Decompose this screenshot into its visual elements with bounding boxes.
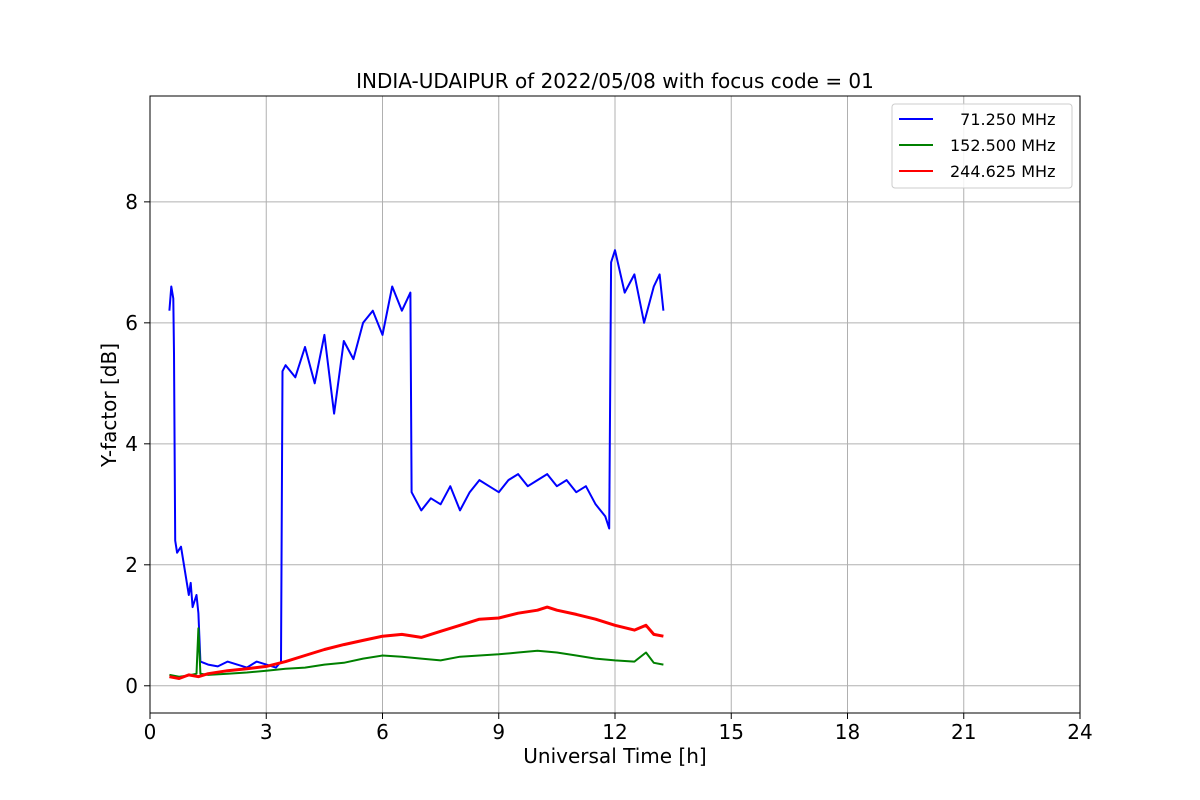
legend-label-1: 71.250 MHz	[950, 110, 1055, 129]
x-tick-label: 18	[835, 720, 860, 744]
x-tick-label: 9	[492, 720, 505, 744]
x-tick-label: 24	[1067, 720, 1092, 744]
legend-label-2: 152.500 MHz	[950, 136, 1055, 155]
x-tick-label: 6	[376, 720, 389, 744]
y-tick-label: 8	[125, 190, 138, 214]
x-axis-label: Universal Time [h]	[523, 744, 706, 768]
x-tick-label: 15	[719, 720, 744, 744]
series-line-3	[169, 605, 664, 680]
grid	[149, 96, 1081, 713]
x-tick-label: 21	[951, 720, 976, 744]
y-axis-label: Y-factor [dB]	[97, 343, 121, 468]
series-line-1	[168, 249, 665, 669]
y-tick-label: 2	[125, 553, 138, 577]
x-tick-label: 0	[144, 720, 157, 744]
y-tick-label: 6	[125, 311, 138, 335]
legend-label-3: 244.625 MHz	[950, 162, 1055, 181]
legend: 71.250 MHz 152.500 MHz 244.625 MHz	[891, 103, 1073, 189]
legend-box	[891, 103, 1073, 189]
series-line-2	[169, 627, 664, 678]
chart-title: INDIA-UDAIPUR of 2022/05/08 with focus c…	[356, 69, 874, 93]
x-axis-ticks: 0 3 6 9 12 15 18 21 24	[144, 713, 1093, 744]
y-tick-label: 4	[125, 432, 138, 456]
y-axis-ticks: 0 2 4 6 8	[125, 190, 150, 698]
x-tick-label: 3	[260, 720, 273, 744]
x-tick-label: 12	[602, 720, 627, 744]
y-tick-label: 0	[125, 674, 138, 698]
series-layer	[168, 249, 665, 680]
